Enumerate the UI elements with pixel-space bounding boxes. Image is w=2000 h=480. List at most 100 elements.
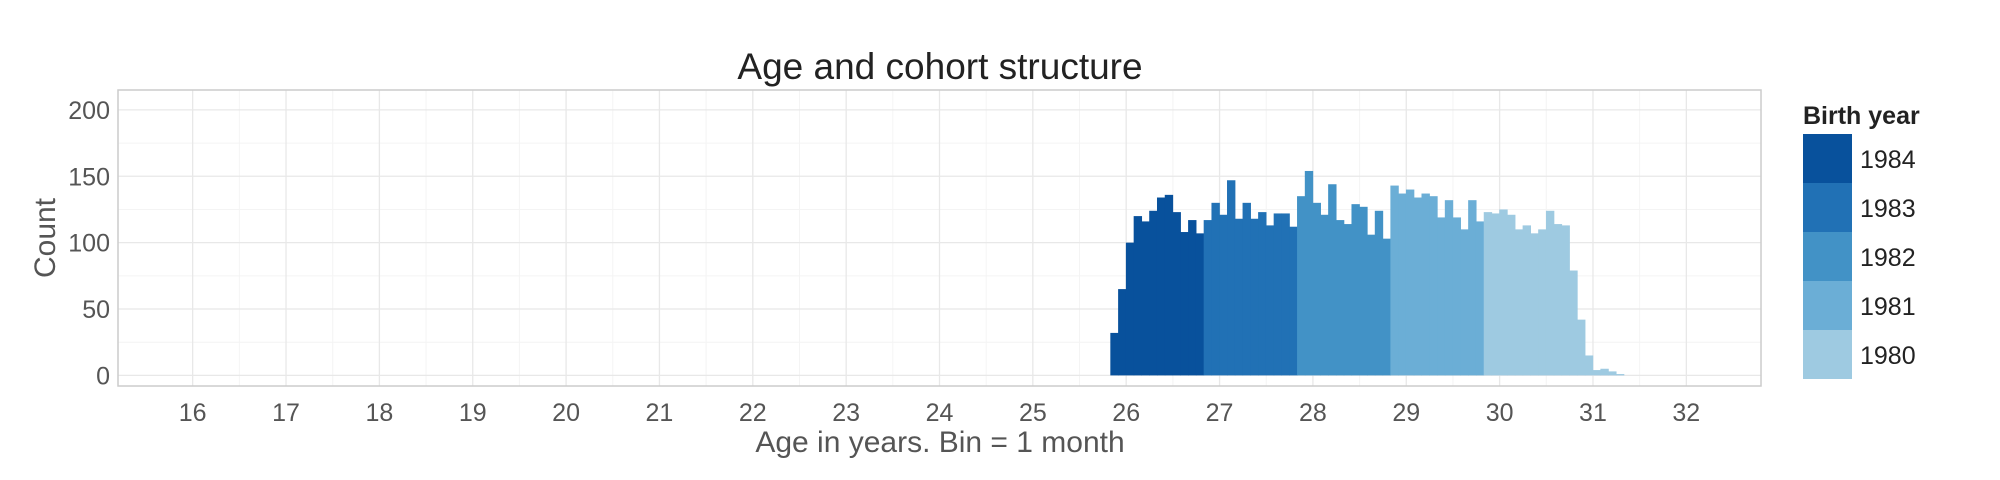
x-tick-label: 19 [459,399,487,427]
histogram-bar-1984 [1180,232,1189,376]
y-axis-title: Count [29,197,62,278]
histogram-bar-1981 [1437,217,1446,376]
histogram-bar-1980 [1592,370,1601,376]
histogram-bar-1980 [1538,229,1547,376]
histogram-bar-1983 [1265,225,1275,376]
histogram-bar-1980 [1499,209,1508,376]
histogram-bar-1980 [1608,371,1617,376]
histogram-bar-1982 [1359,206,1368,376]
histogram-bar-1981 [1468,200,1477,376]
histogram-bar-1980 [1553,224,1563,376]
legend-label-1980: 1980 [1860,342,1916,370]
histogram-bar-1983 [1203,220,1213,376]
x-tick-label: 17 [272,399,300,427]
histogram-bar-1981 [1460,229,1469,376]
y-tick-label: 0 [96,362,110,390]
x-tick-label: 21 [646,399,674,427]
x-tick-label: 30 [1486,399,1514,427]
histogram-bar-1980 [1522,225,1532,376]
histogram-bar-1983 [1227,180,1236,376]
x-tick-label: 28 [1299,399,1327,427]
histogram-bar-1982 [1374,210,1384,376]
x-tick-label: 22 [739,399,767,427]
x-axis-title: Age in years. Bin = 1 month [755,426,1124,459]
histogram-bar-1982 [1328,184,1337,376]
x-tick-label: 18 [365,399,393,427]
y-tick-label: 150 [68,163,110,191]
histogram-bar-1982 [1351,204,1360,376]
histogram-bar-1984 [1195,233,1205,376]
histogram-bar-1983 [1242,202,1251,376]
x-tick-label: 26 [1112,399,1140,427]
legend-key-1984 [1803,134,1852,183]
histogram-bar-1980 [1545,210,1555,376]
histogram-bar-1980 [1530,233,1539,376]
histogram-bar-1980 [1561,225,1570,376]
histogram-bar-1982 [1312,202,1321,376]
histogram-bar-1980 [1577,319,1586,376]
histogram-bar-1981 [1390,185,1399,376]
histogram-bar-1984 [1156,197,1166,376]
histogram-bar-1984 [1149,210,1158,376]
histogram-bar-1980 [1491,213,1500,376]
legend-key-1980 [1803,330,1852,379]
histogram-bar-1984 [1125,242,1135,376]
histogram-bar-1983 [1250,218,1259,376]
histogram-bar-1981 [1452,217,1461,376]
histogram-bar-1984 [1188,220,1197,376]
histogram-bar-1984 [1164,194,1174,376]
histogram-bar-1984 [1141,221,1150,376]
histogram-bars [1110,170,1625,376]
histogram-bar-1980 [1615,374,1625,376]
histogram-bar-1982 [1343,224,1353,376]
x-tick-label: 16 [179,399,207,427]
histogram-bar-1981 [1398,193,1407,376]
x-tick-label: 29 [1392,399,1420,427]
histogram-bar-1980 [1483,212,1493,376]
histogram-bar-1982 [1297,196,1306,376]
histogram-bar-1984 [1110,332,1119,376]
x-tick-label: 24 [926,399,954,427]
x-tick-label: 25 [1019,399,1047,427]
histogram-bar-1984 [1172,212,1181,376]
histogram-bar-1980 [1600,368,1609,376]
legend-label-1983: 1983 [1860,195,1916,223]
histogram-bar-1981 [1413,197,1423,376]
histogram-bar-1980 [1507,214,1516,376]
y-tick-label: 100 [68,230,110,258]
histogram-bar-1982 [1304,170,1314,376]
legend-label-1982: 1982 [1860,244,1916,272]
legend: Birth year 1984 1983 1982 1981 1980 [1803,102,1920,379]
y-tick-label: 50 [82,296,110,324]
histogram-bar-1983 [1289,226,1298,376]
x-tick-label: 27 [1206,399,1234,427]
legend-title: Birth year [1803,102,1920,130]
plot-border [117,89,1762,387]
histogram-bar-1981 [1421,193,1430,376]
histogram-bar-1982 [1367,234,1376,376]
histogram-bar-1982 [1320,214,1329,376]
histogram-bar-1983 [1281,213,1290,376]
plot-panel [117,89,1762,387]
histogram-bar-1983 [1258,212,1267,376]
legend-label-1984: 1984 [1860,146,1916,174]
x-tick-label: 32 [1672,399,1700,427]
histogram-bar-1980 [1584,355,1594,376]
legend-key-1982 [1803,232,1852,281]
histogram-bar-1981 [1444,200,1454,376]
y-axis-ticks: 0 50 100 150 200 [68,97,110,390]
legend-key-1983 [1803,183,1852,232]
x-tick-label: 20 [552,399,580,427]
histogram-bar-1983 [1219,214,1228,376]
legend-items: 1984 1983 1982 1981 1980 [1803,134,1916,379]
legend-key-1981 [1803,281,1852,330]
histogram-bar-1984 [1118,289,1127,376]
histogram-bar-1981 [1405,189,1415,376]
histogram-bar-1983 [1211,202,1220,376]
histogram-bar-1980 [1569,270,1578,376]
histogram-bar-1983 [1234,218,1244,376]
histogram-bar-1981 [1475,221,1485,376]
y-tick-label: 200 [68,97,110,125]
histogram-bar-1984 [1133,216,1143,376]
